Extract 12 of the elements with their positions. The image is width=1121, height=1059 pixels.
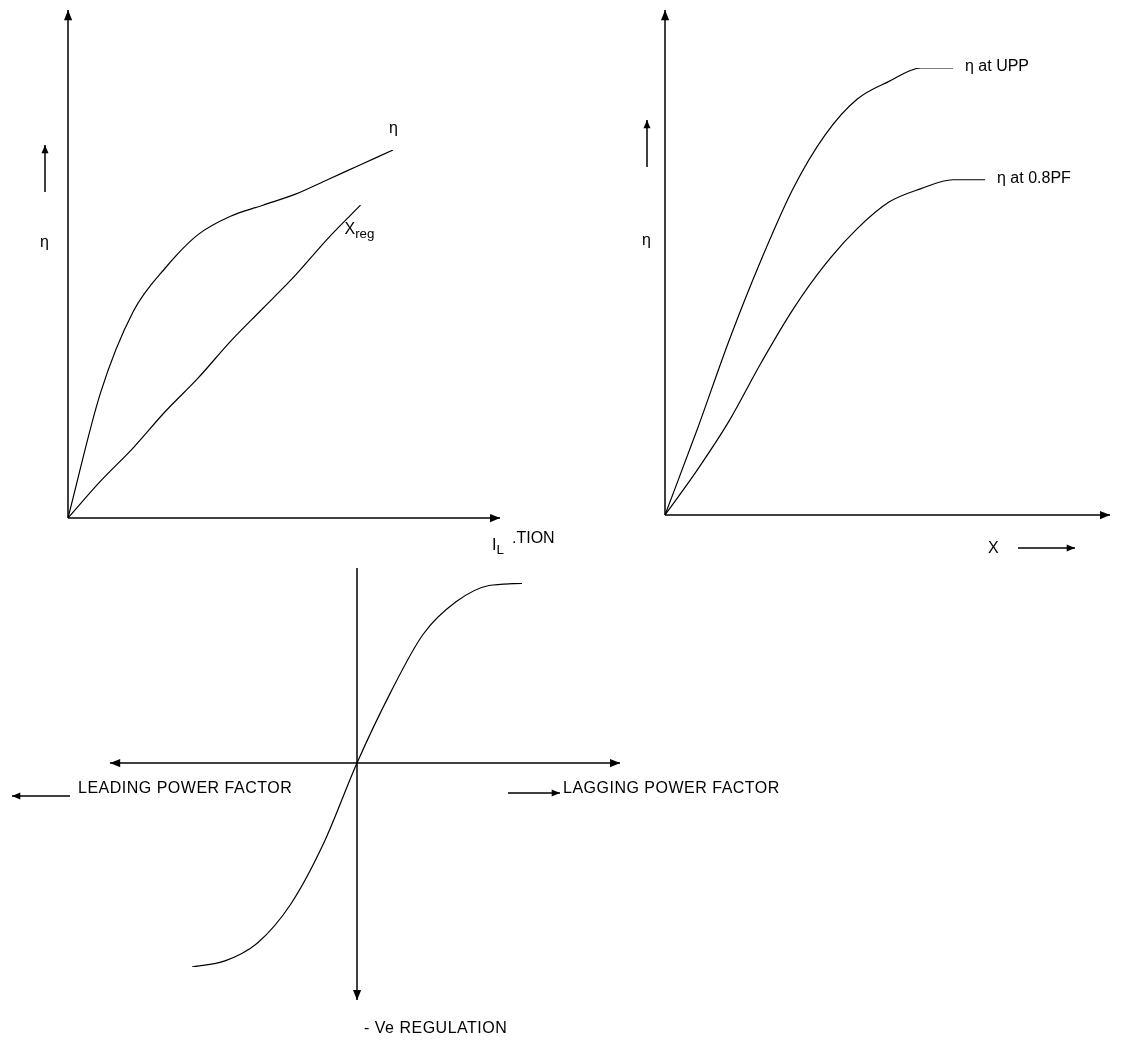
text: .TION xyxy=(512,528,555,548)
series-label: η at 0.8PF xyxy=(997,167,1071,187)
text: LAGGING POWER FACTOR xyxy=(563,778,781,798)
annotation: LEADING POWER FACTOR xyxy=(78,778,294,798)
series-label: η xyxy=(389,118,398,138)
series-label: X$_{reg}$ xyxy=(344,219,375,243)
y-axis-title: η xyxy=(40,232,49,252)
x-axis-title: I$_{L}$ xyxy=(492,535,504,559)
text: - Ve REGULATION xyxy=(364,1018,509,1038)
y-axis-title: η xyxy=(642,230,651,250)
series-label: η at UPP xyxy=(965,56,1030,76)
x-axis-title: X xyxy=(988,538,999,558)
